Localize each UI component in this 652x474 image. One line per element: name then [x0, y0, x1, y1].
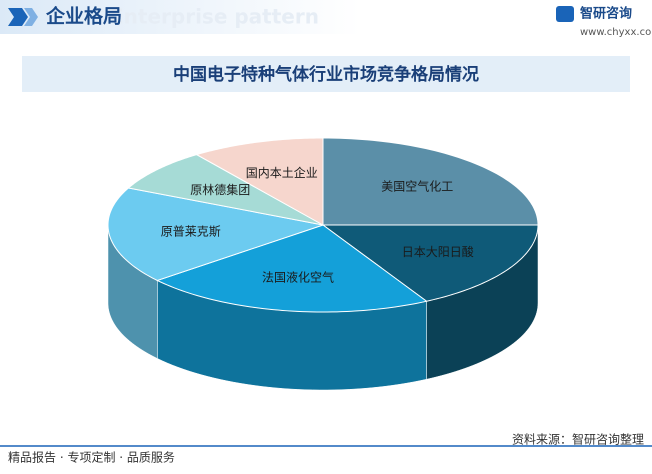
- slice-label: 原林德集团: [190, 182, 250, 197]
- header-icon: [8, 8, 28, 26]
- header-band: [0, 0, 360, 34]
- footer-left: 精品报告 · 专项定制 · 品质服务: [8, 450, 175, 465]
- pie-slice: [195, 137, 324, 226]
- slice-label: 国内本土企业: [246, 165, 318, 180]
- logo-url: www.chyxx.com: [580, 27, 652, 38]
- slice-label: 日本大阳日酸: [402, 244, 474, 259]
- pie-slice: [156, 224, 428, 313]
- header-icon: [24, 8, 38, 26]
- slice-label: 法国液化空气: [262, 269, 334, 284]
- pie-slice: [127, 154, 324, 226]
- header-subtitle: Enterprise pattern: [110, 5, 319, 29]
- chart-title: 中国电子特种气体行业市场竞争格局情况: [173, 64, 479, 85]
- pie-slice: [321, 224, 539, 302]
- source: 资料来源：智研咨询整理: [512, 432, 644, 447]
- pie-slice: [107, 187, 325, 281]
- slice-label: 原普莱克斯: [161, 224, 221, 238]
- title-banner: [22, 56, 630, 92]
- pie-slice: [322, 137, 539, 226]
- header-title: 企业格局: [45, 5, 122, 28]
- slice-label: 美国空气化工: [381, 178, 453, 193]
- logo-name: 智研咨询: [580, 6, 632, 22]
- logo-icon: [556, 6, 574, 22]
